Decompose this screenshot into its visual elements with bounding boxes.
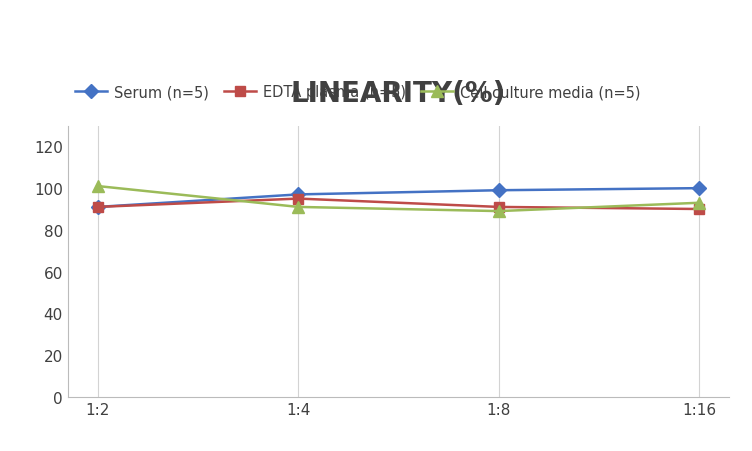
EDTA plasma (n=5) — [494, 205, 503, 210]
Cell culture media (n=5) — [294, 205, 303, 210]
Cell culture media (n=5) — [695, 201, 704, 206]
Legend: Serum (n=5), EDTA plasma (n=5), Cell culture media (n=5): Serum (n=5), EDTA plasma (n=5), Cell cul… — [75, 85, 641, 100]
Serum (n=5) — [494, 188, 503, 193]
Serum (n=5) — [695, 186, 704, 191]
EDTA plasma (n=5) — [93, 205, 102, 210]
Line: Serum (n=5): Serum (n=5) — [93, 184, 704, 212]
Cell culture media (n=5) — [93, 184, 102, 189]
Cell culture media (n=5) — [494, 209, 503, 214]
EDTA plasma (n=5) — [695, 207, 704, 212]
Line: Cell culture media (n=5): Cell culture media (n=5) — [92, 181, 705, 217]
Line: EDTA plasma (n=5): EDTA plasma (n=5) — [93, 194, 704, 214]
Serum (n=5) — [93, 205, 102, 210]
Title: LINEARITY(%): LINEARITY(%) — [291, 79, 506, 107]
EDTA plasma (n=5) — [294, 197, 303, 202]
Serum (n=5) — [294, 192, 303, 198]
